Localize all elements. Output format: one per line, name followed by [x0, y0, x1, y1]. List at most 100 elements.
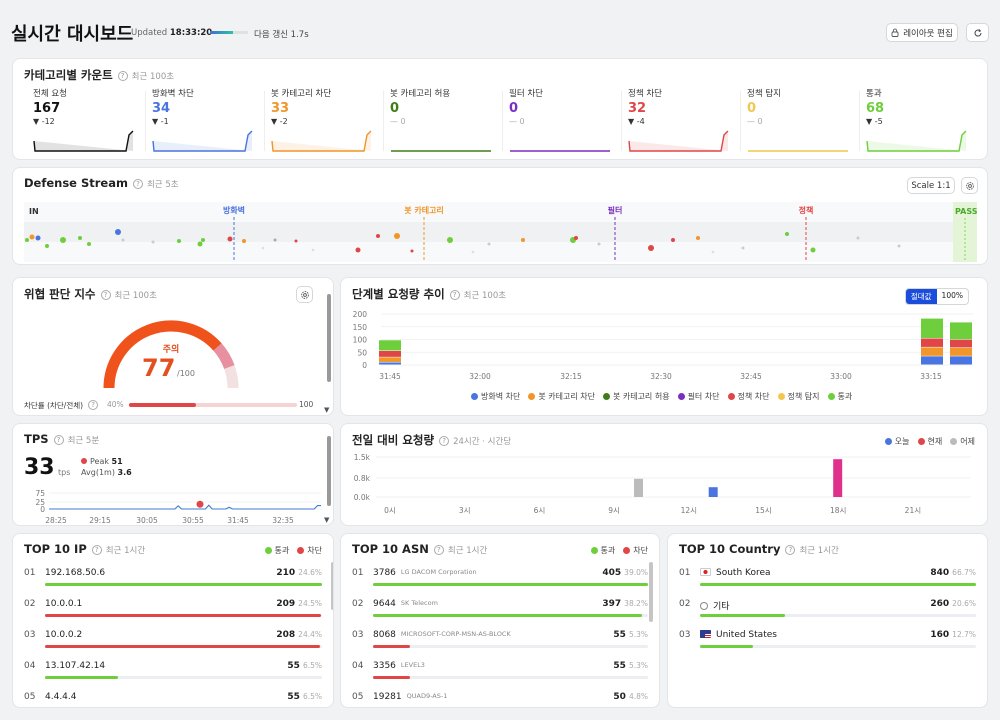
category-sparkline: [866, 130, 967, 152]
top-ip-scrollbar[interactable]: [331, 562, 333, 610]
stage-trend-legend: 방화벽 차단 봇 카테고리 차단 봇 카테고리 허용 필터 차단 정책 차단 정책 탐지 통…: [471, 391, 852, 402]
threat-scrollbar[interactable]: [327, 294, 331, 382]
legend-item[interactable]: 방화벽 차단: [471, 391, 520, 402]
help-icon[interactable]: ?: [439, 436, 450, 446]
list-rank: 04: [352, 661, 364, 671]
list-rank: 02: [352, 599, 364, 609]
top-asn-scrollbar[interactable]: [649, 562, 653, 622]
list-name: 9644 SK Telecom: [373, 599, 438, 609]
list-name: United States: [700, 630, 777, 640]
legend-item[interactable]: 어제: [950, 436, 975, 447]
list-item[interactable]: 03 United States 160 12.7%: [679, 630, 976, 660]
list-count: 405 39.0%: [602, 568, 648, 578]
list-rank: 04: [24, 661, 36, 671]
threat-settings-button[interactable]: [296, 286, 313, 303]
stream-request-dot: [35, 235, 41, 241]
gear-icon: [300, 290, 309, 299]
category-count-title: 카테고리별 카운트? 최근 100초: [24, 68, 175, 82]
help-icon[interactable]: ?: [91, 545, 102, 555]
legend-item[interactable]: 오늘: [884, 436, 910, 447]
list-item[interactable]: 04 3356 LEVEL3 55 5.3%: [352, 661, 648, 691]
legend-item[interactable]: 정책 차단: [727, 391, 770, 402]
list-item[interactable]: 01 3786 LG DACOM Corporation 405 39.0%: [352, 568, 648, 598]
list-pct: 6.5%: [302, 661, 322, 670]
category-item[interactable]: 전체 요청 167 ▼ -12: [33, 87, 151, 155]
list-item[interactable]: 01 192.168.50.6 210 24.6%: [24, 568, 322, 598]
list-count: 160 12.7%: [930, 630, 976, 640]
legend-dot-icon: [471, 393, 478, 400]
scroll-down-icon[interactable]: ▼: [324, 406, 330, 414]
category-item[interactable]: 정책 탐지 0— 0: [747, 87, 865, 155]
list-bar-fill: [373, 614, 643, 617]
list-count-value: 55: [613, 661, 626, 671]
stream-request-dot: [294, 239, 298, 243]
scale-button[interactable]: Scale 1:1: [907, 177, 955, 194]
stream-request-dot: [273, 238, 277, 242]
list-item[interactable]: 05 19281 QUAD9-AS-1 50 4.8%: [352, 692, 648, 707]
stage-trend-chart: 0 50 100 150 200 31:45 32:00 32:15 32:30 32:45 33:…: [353, 310, 973, 381]
x-tick-label: 30:55: [182, 516, 204, 525]
help-icon[interactable]: ?: [449, 290, 460, 300]
legend-item[interactable]: 봇 카테고리 허용: [602, 391, 670, 402]
list-rank: 02: [24, 599, 36, 609]
list-pct: 24.5%: [298, 599, 322, 608]
help-icon[interactable]: ?: [785, 545, 796, 555]
scroll-down-icon[interactable]: ▼: [324, 516, 330, 524]
list-count-value: 209: [276, 599, 296, 609]
gauge-fill: [103, 320, 222, 389]
category-item[interactable]: 필터 차단 0— 0: [509, 87, 627, 155]
stream-request-dot: [785, 232, 789, 236]
list-item[interactable]: 03 8068 MICROSOFT-CORP-MSN-AS-BLOCK 55 5.3%: [352, 630, 648, 660]
list-bar: [373, 645, 648, 648]
absolute-mode-button[interactable]: 절대값: [905, 289, 937, 304]
percent-mode-button[interactable]: 100%: [941, 291, 963, 300]
top-asn-title: TOP 10 ASN? 최근 1시간: [352, 542, 488, 556]
list-name-text: 3356: [373, 661, 396, 671]
category-item[interactable]: 봇 카테고리 차단 33 ▼ -2: [271, 87, 389, 155]
category-sparkline: [391, 150, 491, 152]
legend-item[interactable]: 현재: [917, 436, 942, 447]
daily-compare-title: 전일 대비 요청량? 24시간 · 시간당: [352, 433, 512, 447]
stacked-bar-segment: [950, 356, 972, 365]
help-icon[interactable]: ?: [88, 400, 99, 410]
help-icon[interactable]: ?: [100, 290, 111, 300]
legend-item[interactable]: 통과: [827, 391, 852, 402]
help-icon[interactable]: ?: [117, 71, 128, 81]
list-item[interactable]: 02 9644 SK Telecom 397 38.2%: [352, 599, 648, 629]
category-item[interactable]: 정책 차단 32 ▼ -4: [628, 87, 746, 155]
stream-pass-label: PASS: [955, 207, 978, 216]
list-item[interactable]: 03 10.0.0.2 208 24.4%: [24, 630, 322, 660]
legend-item[interactable]: 정책 탐지: [777, 391, 820, 402]
hourly-bar: [708, 487, 718, 497]
defense-stream-card: Defense Stream? 최근 5초 Scale 1:1 IN PASS 방화벽…: [12, 167, 988, 265]
help-icon[interactable]: ?: [433, 545, 444, 555]
stream-request-dot: [115, 229, 121, 235]
category-item[interactable]: 통과 68 ▼ -5: [866, 87, 984, 155]
updated-label: Updated: [131, 28, 168, 38]
list-item[interactable]: 04 13.107.42.14 55 6.5%: [24, 661, 322, 691]
tps-unit: tps: [58, 468, 71, 477]
daily-compare-legend: 오늘 현재 어제: [884, 436, 975, 447]
legend-item[interactable]: 필터 차단: [677, 391, 720, 402]
help-icon[interactable]: ?: [53, 435, 64, 445]
category-item[interactable]: 방화벽 차단 34 ▼ -1: [152, 87, 270, 155]
list-item[interactable]: 02 기타 260 20.6%: [679, 599, 976, 629]
tps-scrollbar[interactable]: [327, 436, 331, 506]
refresh-button[interactable]: [966, 23, 989, 42]
y-tick-label: 1.5k: [354, 453, 371, 462]
stream-settings-button[interactable]: [961, 177, 978, 194]
list-name-text: 10.0.0.2: [45, 630, 83, 640]
list-item[interactable]: 05 4.4.4.4 55 6.5%: [24, 692, 322, 707]
list-rank: 01: [352, 568, 364, 578]
list-item[interactable]: 02 10.0.0.1 209 24.5%: [24, 599, 322, 629]
help-icon[interactable]: ?: [132, 179, 143, 189]
legend-label: 방화벽 차단: [481, 392, 521, 401]
legend-label: 정책 탐지: [787, 392, 820, 401]
category-item[interactable]: 봇 카테고리 허용 0— 0: [390, 87, 508, 155]
legend-item[interactable]: 봇 카테고리 차단: [528, 391, 595, 402]
list-item[interactable]: 01 South Korea 840 66.7%: [679, 568, 976, 598]
value-mode-toggle[interactable]: 절대값 100%: [904, 288, 969, 305]
sparkline-line: [866, 130, 967, 152]
edit-layout-button[interactable]: 레이아웃 편집: [886, 23, 958, 42]
sparkline-area: [629, 131, 728, 151]
